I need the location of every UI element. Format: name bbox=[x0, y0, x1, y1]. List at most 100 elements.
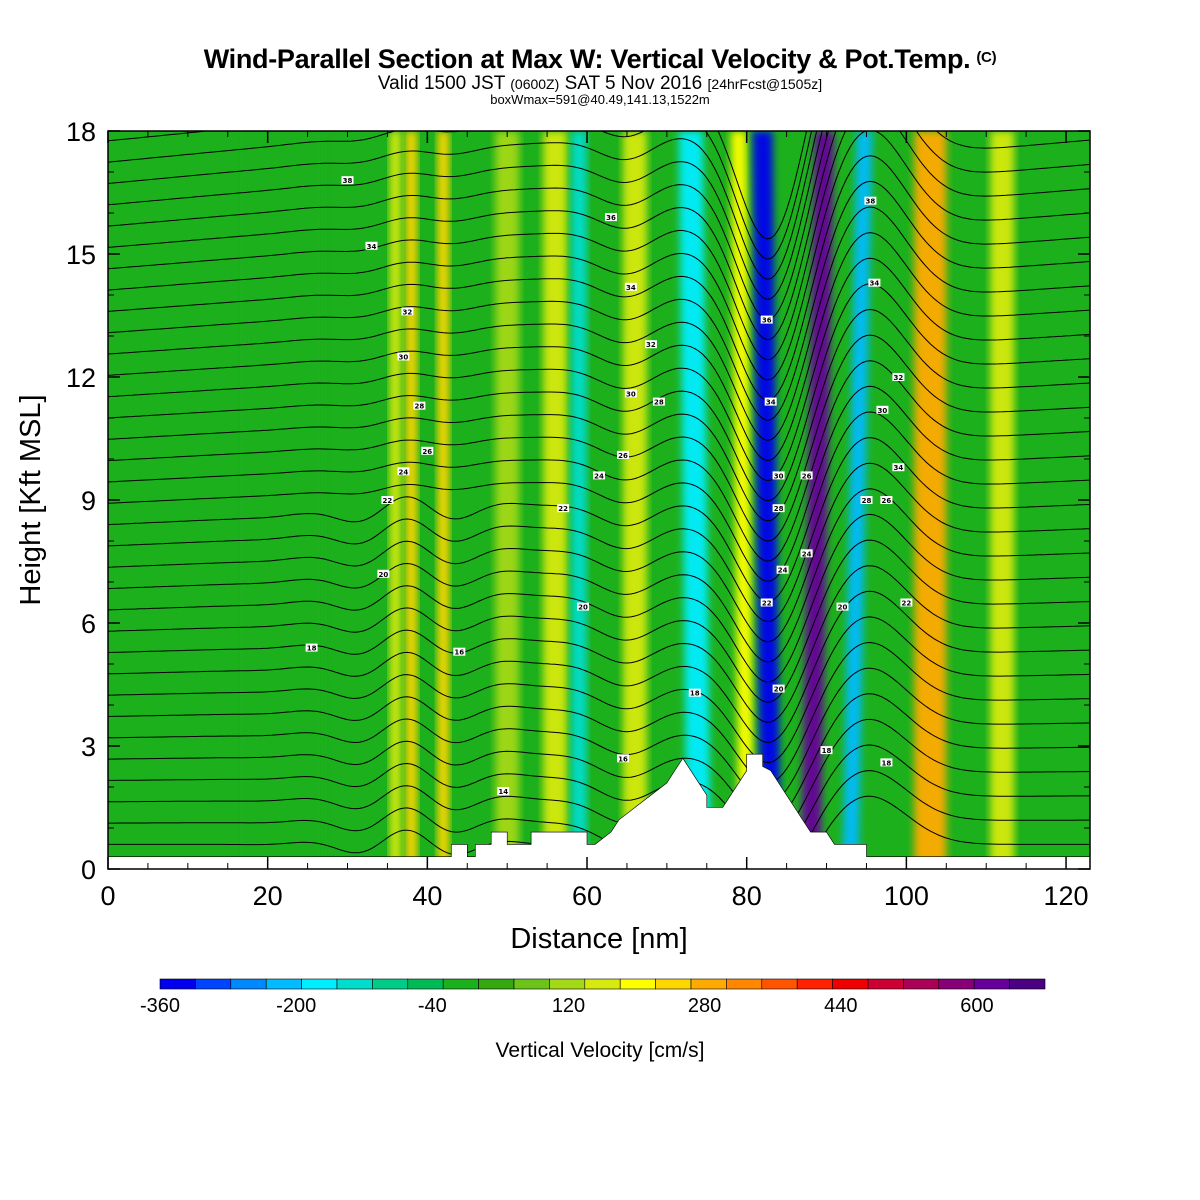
isentrope-line bbox=[108, 411, 1090, 602]
x-tick-label: 20 bbox=[253, 881, 283, 911]
isentrope-label-bg bbox=[617, 754, 629, 763]
isentrope-label: 32 bbox=[644, 340, 657, 349]
isentrope-label: 26 bbox=[617, 450, 629, 460]
isentrope-line bbox=[108, 131, 1090, 321]
colorbar-swatch bbox=[867, 978, 904, 990]
isentrope-label-bg bbox=[557, 504, 570, 513]
velocity-band-8 bbox=[678, 131, 711, 869]
colorbar-tick-label: 120 bbox=[552, 995, 585, 1017]
isentrope-label-text: 34 bbox=[894, 464, 904, 472]
velocity-band-11 bbox=[800, 131, 835, 869]
isentrope-label-bg bbox=[892, 373, 905, 381]
isentrope-label-bg bbox=[892, 463, 905, 472]
isentrope-label-bg bbox=[605, 213, 617, 222]
isentrope-label: 14 bbox=[497, 787, 510, 796]
isentrope-label: 22 bbox=[900, 598, 913, 608]
isentrope-label-text: 26 bbox=[422, 448, 432, 456]
isentrope-label-bg bbox=[820, 746, 833, 755]
colorbar-swatch bbox=[619, 978, 656, 990]
isentrope-label: 28 bbox=[652, 397, 665, 407]
isentrope-line bbox=[108, 462, 1090, 643]
isentrope-label-text: 28 bbox=[774, 505, 784, 513]
isentrope-label-bg bbox=[341, 176, 354, 185]
isentrope-label-bg bbox=[876, 405, 889, 414]
velocity-band-13 bbox=[914, 131, 947, 869]
isentrope-label-text: 24 bbox=[802, 550, 812, 558]
colorbar-swatch bbox=[726, 978, 763, 990]
colorbar-tick-label: 600 bbox=[960, 995, 993, 1017]
isentrope-label-text: 28 bbox=[415, 403, 425, 411]
isentrope-line bbox=[108, 565, 1090, 723]
isentrope-label-bg bbox=[688, 688, 701, 697]
terrain-shape bbox=[108, 753, 1090, 869]
isentrope-label-bg bbox=[381, 496, 394, 504]
y-tick-label: 15 bbox=[66, 240, 96, 270]
forecast-label: [24hrFcst@1505z] bbox=[707, 76, 823, 92]
isentrope-label-text: 20 bbox=[838, 604, 848, 612]
isentrope-label-bg bbox=[644, 340, 657, 349]
isentrope-label: 22 bbox=[557, 504, 570, 513]
colorbar-swatch bbox=[230, 978, 267, 990]
isentrope-label-text: 36 bbox=[606, 214, 616, 222]
isentrope-label-text: 18 bbox=[307, 645, 317, 653]
isentrope-line bbox=[108, 131, 818, 280]
isentrope-label-text: 36 bbox=[762, 317, 772, 325]
isentrope-label-bg bbox=[772, 471, 785, 480]
isentrope-label-bg bbox=[377, 569, 390, 578]
colorbar-swatch bbox=[336, 978, 373, 990]
chart-subtitle: Valid 1500 JST (0600Z) SAT 5 Nov 2016 [2… bbox=[0, 73, 1200, 95]
isentrope-label-text: 34 bbox=[870, 280, 880, 288]
isentrope-label: 34 bbox=[892, 463, 905, 472]
isentrope-label: 28 bbox=[413, 401, 426, 411]
isentrope-label-text: 32 bbox=[646, 341, 656, 349]
isentrope-label: 30 bbox=[397, 352, 410, 362]
isentrope-label: 36 bbox=[760, 315, 773, 325]
isentrope-label-bg bbox=[800, 549, 813, 558]
x-tick-label: 0 bbox=[100, 881, 115, 911]
copyright-mark: (C) bbox=[976, 49, 997, 66]
velocity-band-12 bbox=[842, 131, 873, 869]
colorbar-swatch bbox=[761, 978, 798, 990]
isentrope-line bbox=[108, 641, 1090, 784]
valid-z: (0600Z) bbox=[510, 76, 560, 92]
isentrope-label: 24 bbox=[800, 549, 813, 558]
colorbar-tick-label: -40 bbox=[418, 995, 447, 1017]
isentrope-label-bg bbox=[864, 196, 877, 205]
isentrope-line bbox=[108, 131, 813, 260]
colorbar-swatch bbox=[478, 978, 515, 990]
x-tick-label: 40 bbox=[412, 881, 442, 911]
isentrope-label-text: 18 bbox=[822, 747, 832, 755]
isentrope-label-bg bbox=[772, 504, 785, 513]
isentrope-label-text: 28 bbox=[654, 399, 664, 407]
isentrope-label: 30 bbox=[772, 471, 785, 480]
isentrope-label: 34 bbox=[868, 278, 881, 288]
isentrope-line bbox=[108, 667, 1090, 804]
colorbar-swatch bbox=[159, 978, 196, 990]
velocity-band-0 bbox=[243, 131, 324, 869]
isentrope-label-text: 22 bbox=[558, 505, 568, 513]
isentrope-label-bg bbox=[760, 598, 773, 607]
isentrope-line bbox=[108, 155, 1090, 401]
velocity-band-6 bbox=[571, 131, 588, 869]
x-tick-label: 100 bbox=[884, 881, 929, 911]
isentrope-label-text: 26 bbox=[802, 472, 812, 480]
y-tick-label: 18 bbox=[66, 117, 96, 147]
isentrope-label-bg bbox=[617, 450, 629, 459]
isentrope-line bbox=[108, 131, 1090, 381]
isentrope-label-text: 18 bbox=[882, 759, 892, 767]
isentrope-label: 30 bbox=[876, 405, 889, 415]
isentrope-label: 32 bbox=[401, 307, 414, 316]
isentrope-line bbox=[108, 131, 1090, 341]
colorbar-swatch bbox=[513, 978, 550, 990]
isentrope-label: 26 bbox=[800, 471, 813, 480]
isentrope-line bbox=[108, 437, 1090, 623]
y-tick-label: 0 bbox=[81, 855, 96, 885]
isentrope-label-bg bbox=[764, 397, 777, 406]
isentrope-label: 34 bbox=[365, 241, 378, 251]
isentrope-label-text: 32 bbox=[403, 308, 413, 316]
isentrope-label-bg bbox=[760, 315, 773, 324]
isentrope-label-text: 28 bbox=[862, 497, 872, 505]
isentrope-contours bbox=[108, 131, 1090, 869]
isentrope-line bbox=[108, 539, 1090, 703]
